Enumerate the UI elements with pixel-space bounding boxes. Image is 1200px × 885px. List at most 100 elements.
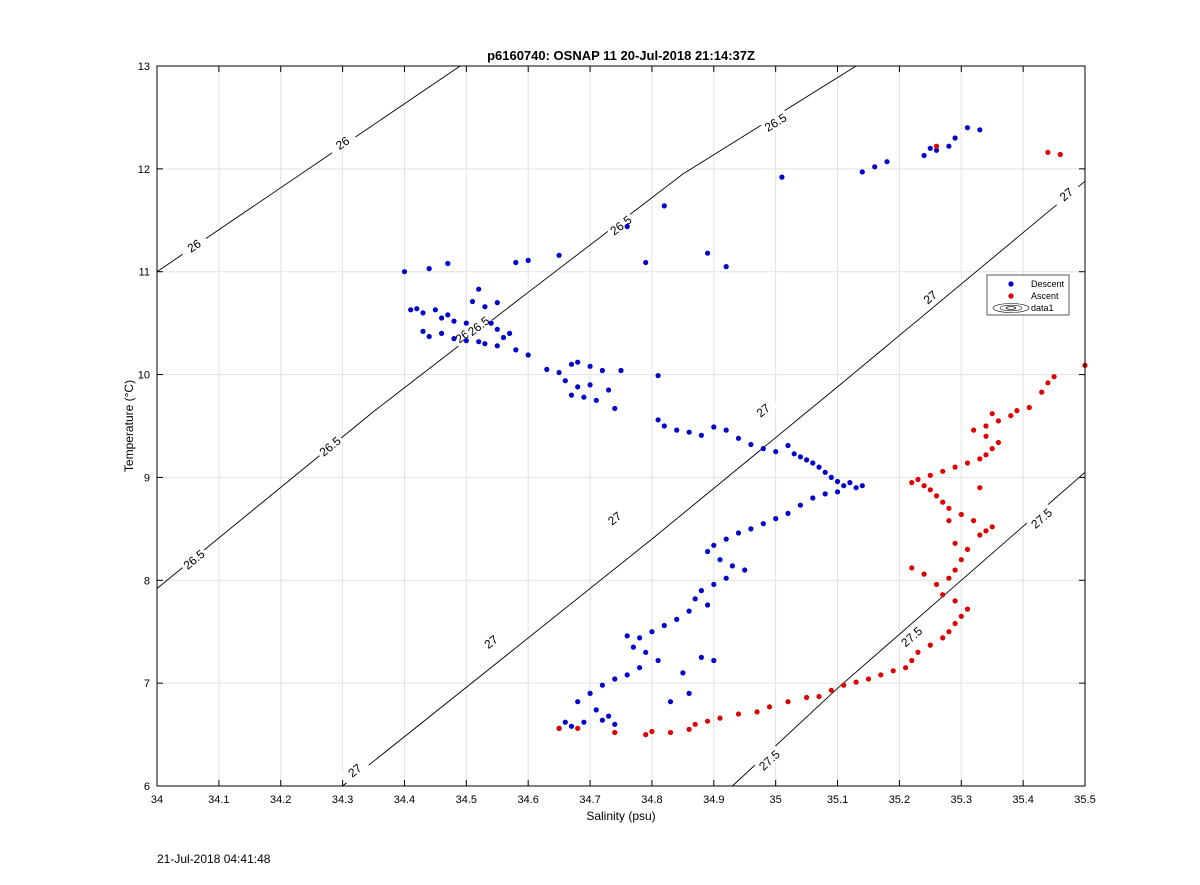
ascent-point (878, 672, 884, 678)
descent-point (785, 442, 791, 449)
contour-line-27 (342, 180, 1086, 787)
descent-point (624, 633, 630, 639)
descent-point (587, 363, 593, 369)
ascent-point (735, 711, 742, 717)
ascent-point (989, 446, 995, 452)
descent-point (581, 394, 587, 400)
descent-point (439, 330, 445, 336)
contour-label-bg (605, 211, 636, 239)
x-tick-label: 34.3 (332, 794, 353, 806)
descent-point (729, 563, 736, 569)
descent-point (711, 657, 717, 664)
descent-point (420, 328, 426, 334)
descent-point (488, 320, 494, 326)
descent-point (637, 635, 643, 641)
descent-point (723, 427, 729, 433)
descent-point (463, 338, 469, 344)
ascent-point (915, 649, 921, 655)
x-tick-label: 35.5 (1074, 794, 1095, 806)
contour-line-26-5 (156, 65, 857, 589)
descent-point (599, 367, 606, 374)
ascent-point (754, 709, 760, 715)
descent-point (834, 489, 841, 495)
ascent-point (958, 557, 964, 563)
descent-point (593, 397, 599, 403)
descent-point (773, 516, 779, 522)
descent-point (655, 657, 661, 664)
ascent-point (995, 418, 1002, 424)
legend-label-descent: Descent (1031, 279, 1065, 289)
x-tick-label: 34.5 (456, 794, 477, 806)
ascent-point (964, 460, 971, 466)
descent-point (618, 367, 624, 374)
descent-point (599, 717, 606, 723)
ascent-point (785, 699, 791, 705)
ascent-point (804, 694, 810, 701)
ascent-point (983, 528, 989, 534)
descent-point (500, 334, 507, 341)
contour-label-bg (599, 504, 630, 532)
descent-point (859, 483, 865, 489)
contour-label-bg (896, 622, 927, 651)
ascent-point (686, 726, 692, 733)
descent-point (432, 307, 438, 313)
descent-point (735, 435, 742, 441)
descent-point (630, 644, 637, 650)
ascent-point (989, 411, 995, 417)
descent-point (575, 699, 581, 705)
ascent-point (667, 729, 674, 736)
descent-point (482, 304, 488, 310)
descent-point (568, 361, 575, 367)
ascent-point (952, 598, 958, 604)
descent-point (674, 427, 680, 433)
descent-point (513, 259, 519, 266)
y-tick-label: 7 (144, 678, 150, 690)
descent-point (921, 152, 927, 159)
ascent-point (952, 567, 958, 573)
ascent-point (971, 427, 977, 433)
contour-label-bg (178, 545, 209, 574)
descent-point (426, 266, 432, 272)
contour-label-bg (1051, 180, 1082, 209)
descent-point (674, 616, 680, 623)
descent-point (562, 719, 568, 725)
ascent-point (933, 143, 940, 149)
descent-point (525, 352, 531, 358)
ascent-point (717, 715, 723, 721)
ascent-point (853, 679, 859, 685)
descent-point (494, 300, 500, 306)
descent-point (513, 347, 519, 353)
ascent-point (921, 571, 927, 577)
descent-point (476, 286, 482, 292)
descent-point (643, 649, 649, 655)
descent-point (723, 575, 729, 581)
descent-point (463, 320, 469, 326)
x-tick-label: 34.6 (517, 794, 538, 806)
y-tick-label: 9 (144, 472, 150, 484)
ascent-point (958, 613, 964, 619)
ascent-point (958, 511, 964, 518)
ascent-point (952, 540, 958, 546)
descent-point (847, 480, 853, 486)
ascent-point (971, 518, 977, 524)
y-tick-label: 12 (138, 164, 150, 176)
ascent-point (649, 728, 655, 735)
descent-point (568, 723, 575, 729)
descent-point (606, 387, 612, 393)
descent-point (760, 521, 766, 527)
descent-point (482, 341, 488, 347)
descent-point (593, 707, 599, 713)
contour-label-bg (463, 312, 494, 340)
ascent-point (921, 483, 927, 489)
legend-box (986, 274, 1070, 316)
descent-point (451, 336, 457, 342)
ascent-point (946, 629, 952, 635)
contour-label-bg (760, 109, 791, 136)
descent-point (439, 315, 445, 321)
descent-point (698, 588, 705, 594)
descent-point (705, 250, 711, 256)
descent-point (773, 449, 779, 455)
ascent-point (1039, 389, 1045, 395)
descent-point (624, 223, 630, 230)
x-tick-label: 35.2 (889, 794, 910, 806)
